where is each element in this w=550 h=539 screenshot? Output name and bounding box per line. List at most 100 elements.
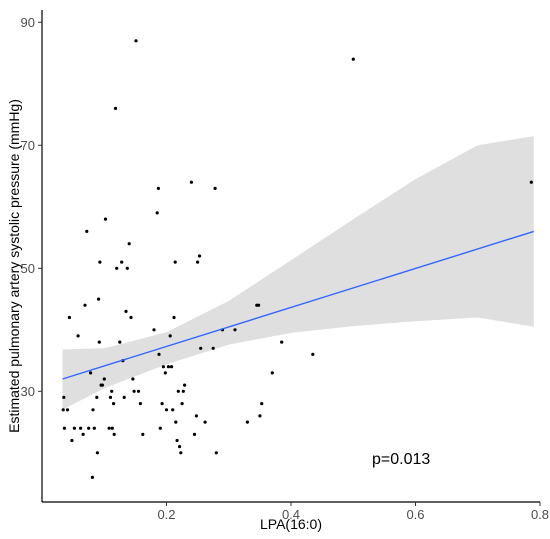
data-point-62 — [173, 260, 177, 264]
data-point-73 — [194, 414, 198, 418]
data-point-32 — [113, 106, 118, 110]
data-point-79 — [213, 186, 217, 190]
x-tick-label: 0.6 — [406, 507, 424, 522]
data-point-11 — [85, 229, 89, 233]
regression-line — [62, 230, 534, 380]
data-point-25 — [103, 217, 108, 221]
data-point-50 — [156, 186, 160, 190]
data-point-74 — [196, 260, 200, 264]
data-point-28 — [110, 389, 114, 393]
data-point-39 — [125, 266, 129, 270]
data-point-49 — [155, 211, 159, 215]
points-layer — [61, 39, 533, 479]
data-point-71 — [189, 180, 193, 184]
x-tick-label: 0.4 — [282, 507, 300, 522]
data-point-70 — [183, 383, 187, 387]
data-point-14 — [90, 475, 94, 479]
data-point-27 — [108, 395, 113, 399]
data-point-12 — [87, 426, 91, 430]
data-point-42 — [131, 377, 135, 381]
data-point-76 — [199, 346, 203, 350]
data-point-77 — [203, 420, 207, 424]
data-point-16 — [92, 426, 96, 430]
data-point-56 — [164, 408, 169, 412]
data-point-1 — [62, 395, 66, 399]
data-point-64 — [175, 438, 179, 443]
data-point-37 — [122, 395, 126, 399]
y-tick-label: 90 — [21, 15, 35, 30]
data-point-48 — [152, 328, 156, 332]
data-point-9 — [81, 432, 85, 436]
data-point-80 — [214, 451, 218, 455]
data-point-40 — [127, 242, 131, 246]
data-point-0 — [61, 408, 65, 412]
data-point-13 — [89, 371, 93, 375]
data-point-75 — [197, 254, 202, 258]
data-point-7 — [76, 334, 80, 338]
y-axis-title: Estimated pulmonary artery systolic pres… — [6, 99, 22, 433]
data-point-88 — [270, 371, 274, 375]
data-point-89 — [280, 340, 284, 344]
x-tick-label: 0.8 — [531, 507, 549, 522]
data-point-67 — [179, 451, 183, 455]
data-point-55 — [163, 371, 167, 375]
data-point-90 — [311, 352, 315, 356]
data-point-17 — [95, 395, 99, 399]
data-point-34 — [118, 340, 122, 344]
data-point-21 — [98, 260, 102, 264]
data-point-86 — [258, 414, 262, 418]
x-axis-title: LPA(16:0) — [260, 516, 322, 532]
data-point-57 — [166, 365, 170, 369]
data-point-60 — [171, 408, 175, 412]
y-tick-label: 70 — [21, 138, 35, 153]
data-point-45 — [136, 389, 141, 393]
data-point-35 — [120, 260, 124, 264]
data-point-2 — [62, 426, 66, 430]
data-point-41 — [129, 315, 133, 320]
data-point-38 — [124, 309, 128, 313]
data-point-31 — [112, 432, 116, 436]
x-tick-label: 0.2 — [157, 507, 175, 522]
data-point-30 — [112, 402, 116, 406]
data-point-65 — [176, 389, 180, 393]
data-point-69 — [181, 389, 185, 393]
p-value-annotation: p=0.013 — [372, 451, 430, 468]
data-point-18 — [95, 451, 99, 455]
ticks-layer: 0.2 0.4 0.6 0.8 30 50 70 90 — [21, 15, 550, 522]
data-point-15 — [91, 408, 95, 412]
fit-line-layer — [62, 230, 534, 380]
data-point-51 — [157, 352, 161, 356]
data-point-19 — [97, 297, 101, 301]
data-point-46 — [138, 402, 142, 406]
data-point-61 — [172, 315, 176, 320]
data-point-8 — [79, 426, 83, 430]
confidence-band — [62, 136, 534, 410]
data-point-29 — [110, 426, 114, 430]
data-point-87 — [260, 402, 264, 406]
y-tick-label: 50 — [21, 261, 35, 276]
data-point-92 — [529, 180, 533, 184]
data-point-66 — [178, 445, 182, 449]
y-tick-label: 30 — [21, 384, 35, 399]
data-point-44 — [134, 39, 138, 43]
data-point-3 — [65, 408, 70, 412]
data-point-26 — [107, 426, 111, 430]
data-point-5 — [70, 438, 74, 443]
data-point-52 — [158, 426, 162, 430]
data-point-4 — [67, 315, 71, 320]
data-point-72 — [192, 432, 197, 436]
data-point-91 — [351, 57, 355, 61]
data-point-23 — [100, 383, 104, 387]
data-point-24 — [102, 377, 106, 381]
data-point-63 — [174, 420, 178, 424]
data-point-10 — [83, 303, 87, 307]
data-point-82 — [233, 328, 237, 332]
data-point-33 — [115, 266, 119, 270]
data-point-68 — [180, 402, 184, 406]
data-point-54 — [161, 365, 165, 369]
data-point-78 — [211, 346, 215, 350]
data-point-43 — [132, 389, 136, 393]
data-point-83 — [245, 420, 249, 424]
data-point-58 — [168, 334, 172, 338]
